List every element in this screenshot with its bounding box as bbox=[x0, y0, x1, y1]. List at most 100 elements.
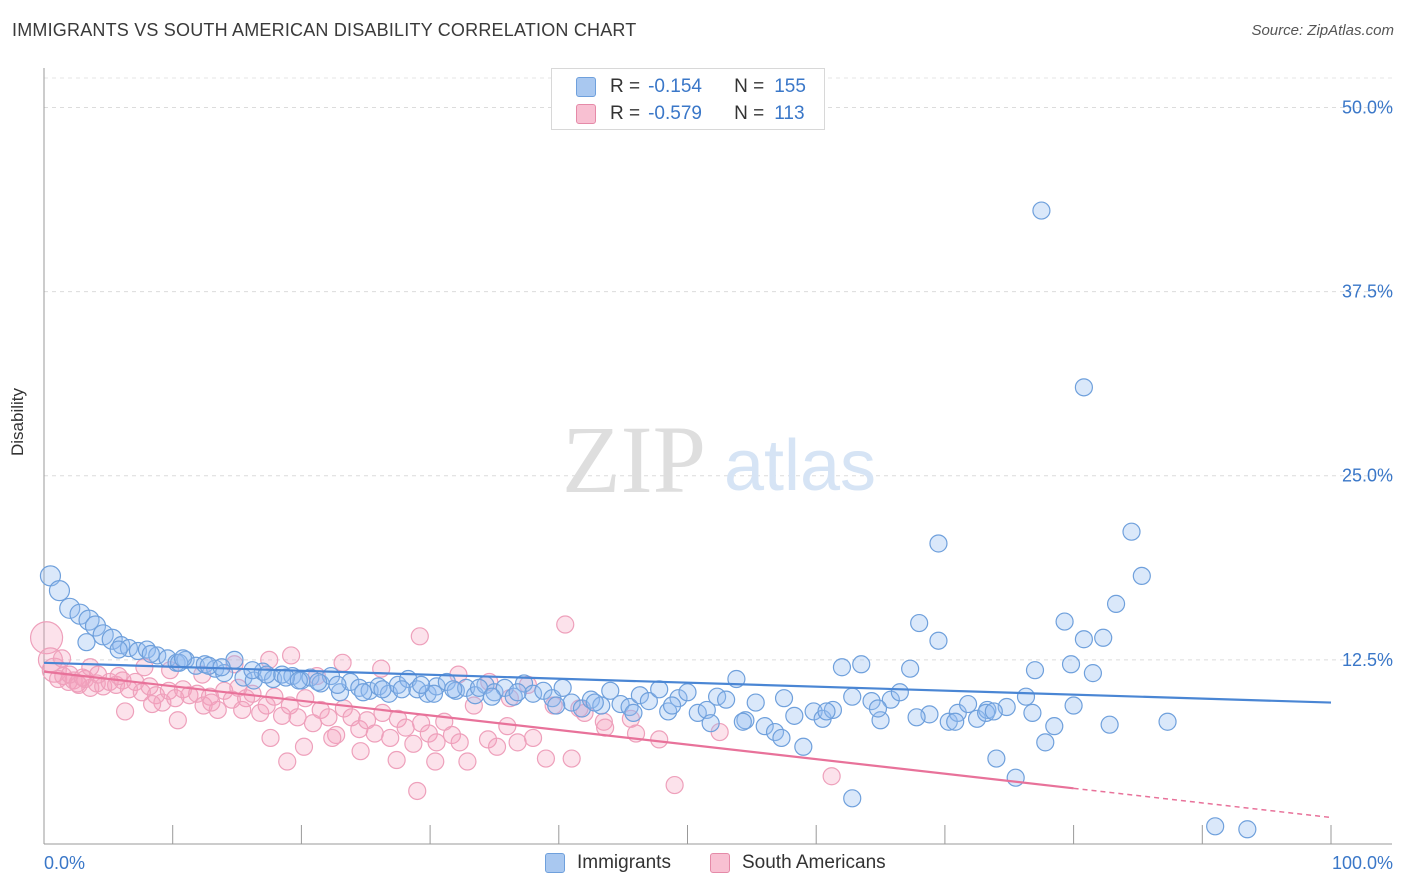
legend-item-south-americans[interactable]: South Americans bbox=[710, 852, 886, 874]
point-south-americans bbox=[333, 653, 352, 672]
watermark-atlas: atlas bbox=[724, 426, 876, 506]
point-immigrants bbox=[392, 680, 411, 699]
point-immigrants bbox=[868, 699, 888, 718]
point-south-americans bbox=[523, 728, 543, 748]
point-immigrants bbox=[553, 678, 572, 697]
point-south-americans bbox=[487, 737, 507, 756]
point-immigrants bbox=[1036, 733, 1055, 752]
point-immigrants bbox=[785, 706, 804, 725]
legend-stats: R = -0.154 N = 155 R = -0.579 N = 113 bbox=[551, 68, 825, 130]
legend-r-value: -0.154 bbox=[648, 76, 702, 97]
y-tick-label: 50.0% bbox=[1342, 97, 1393, 117]
point-immigrants bbox=[84, 615, 107, 637]
point-immigrants bbox=[958, 694, 978, 714]
point-immigrants bbox=[444, 680, 463, 699]
axes bbox=[43, 68, 1392, 845]
point-immigrants bbox=[1094, 628, 1113, 647]
point-south-americans bbox=[109, 666, 128, 686]
legend-n-label: N = bbox=[734, 76, 765, 97]
x-tick-label-right: 100.0% bbox=[1332, 853, 1393, 873]
point-immigrants bbox=[148, 646, 167, 665]
point-immigrants bbox=[78, 609, 100, 631]
point-immigrants bbox=[1061, 655, 1081, 674]
point-south-americans bbox=[650, 730, 669, 749]
point-immigrants bbox=[1023, 703, 1042, 722]
watermark: ZIP atlas bbox=[562, 406, 876, 513]
series-legend: Immigrants South Americans bbox=[0, 852, 1406, 876]
point-south-americans bbox=[278, 752, 297, 771]
point-south-americans bbox=[288, 708, 307, 727]
legend-swatch-immigrants bbox=[576, 77, 596, 97]
legend-r-value: -0.579 bbox=[648, 103, 702, 124]
point-south-americans bbox=[396, 718, 415, 737]
legend-r-label: R = bbox=[610, 103, 641, 124]
point-south-americans bbox=[208, 700, 227, 720]
trend-lines bbox=[43, 661, 1332, 819]
point-south-americans bbox=[427, 733, 446, 752]
legend-label-immigrants: Immigrants bbox=[577, 852, 671, 873]
point-south-americans bbox=[323, 728, 342, 748]
point-immigrants bbox=[843, 687, 862, 706]
point-immigrants bbox=[547, 696, 566, 715]
point-south-americans bbox=[556, 615, 575, 634]
y-tick-label: 12.5% bbox=[1342, 650, 1393, 670]
point-immigrants bbox=[639, 692, 658, 711]
point-immigrants bbox=[871, 711, 890, 730]
point-immigrants bbox=[1006, 768, 1025, 787]
point-immigrants bbox=[77, 633, 96, 652]
point-immigrants bbox=[523, 684, 543, 703]
legend-swatch-south-americans bbox=[576, 104, 596, 124]
point-immigrants bbox=[701, 714, 720, 733]
y-tick-label: 25.0% bbox=[1342, 466, 1393, 486]
point-south-americans bbox=[508, 733, 527, 752]
point-immigrants bbox=[662, 696, 682, 715]
point-south-americans bbox=[536, 749, 556, 768]
point-immigrants bbox=[289, 671, 308, 690]
point-immigrants bbox=[946, 712, 965, 731]
legend-swatch-south-americans bbox=[710, 853, 730, 873]
trend-line-south-americans bbox=[43, 670, 1074, 790]
point-immigrants bbox=[309, 672, 328, 692]
y-tick-label: 37.5% bbox=[1342, 282, 1393, 302]
point-immigrants bbox=[101, 628, 123, 650]
point-immigrants bbox=[1158, 712, 1177, 731]
point-immigrants bbox=[650, 680, 669, 699]
legend-row-south-americans: R = -0.579 N = 113 bbox=[576, 102, 805, 126]
legend-r-label: R = bbox=[610, 76, 641, 97]
point-south-americans bbox=[450, 733, 469, 752]
point-south-americans bbox=[180, 686, 199, 705]
legend-item-immigrants[interactable]: Immigrants bbox=[545, 852, 671, 874]
point-immigrants bbox=[141, 644, 160, 664]
point-immigrants bbox=[562, 693, 581, 712]
point-south-americans bbox=[260, 650, 279, 669]
point-south-americans bbox=[115, 702, 135, 721]
source-label: Source: ZipAtlas.com bbox=[1251, 22, 1394, 39]
point-immigrants bbox=[755, 717, 774, 736]
point-south-americans bbox=[54, 666, 73, 686]
point-immigrants bbox=[1100, 715, 1119, 734]
point-immigrants bbox=[862, 692, 881, 711]
trend-line-south-americans-dashed bbox=[1073, 787, 1332, 819]
point-south-americans bbox=[404, 734, 423, 753]
point-immigrants bbox=[328, 675, 347, 695]
point-immigrants bbox=[1238, 820, 1257, 839]
point-immigrants bbox=[424, 684, 444, 703]
chart-title: IMMIGRANTS VS SOUTH AMERICAN DISABILITY … bbox=[12, 20, 637, 40]
point-immigrants bbox=[1045, 717, 1064, 736]
point-immigrants bbox=[890, 683, 909, 702]
point-immigrants bbox=[817, 702, 836, 721]
point-south-americans bbox=[29, 621, 64, 655]
point-south-americans bbox=[458, 752, 477, 771]
point-south-americans bbox=[387, 750, 406, 770]
x-tick-label-left: 0.0% bbox=[44, 853, 85, 873]
point-immigrants bbox=[678, 683, 697, 702]
point-immigrants bbox=[630, 686, 649, 705]
point-immigrants bbox=[1074, 630, 1093, 649]
point-south-americans bbox=[822, 767, 841, 786]
point-immigrants bbox=[1025, 661, 1045, 680]
point-south-americans bbox=[498, 717, 517, 736]
point-immigrants bbox=[987, 749, 1006, 768]
point-immigrants bbox=[173, 649, 193, 668]
point-south-americans bbox=[365, 724, 384, 743]
point-immigrants bbox=[852, 655, 871, 674]
